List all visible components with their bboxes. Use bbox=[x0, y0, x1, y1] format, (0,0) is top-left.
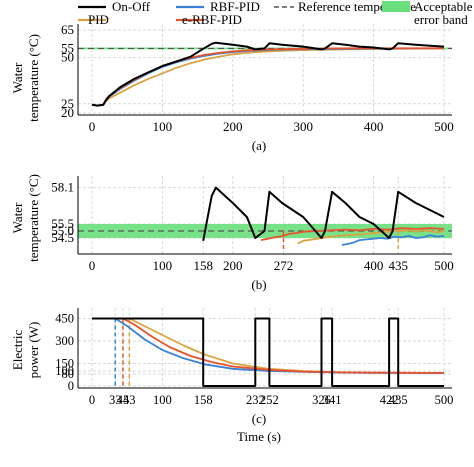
legend-label-pid: PID bbox=[88, 12, 109, 27]
x-tick-label-4: 100 bbox=[153, 393, 172, 407]
x-tick-label-1: 100 bbox=[153, 258, 173, 273]
x-tick-label-6: 435 bbox=[388, 258, 408, 273]
x-tick-label-2: 44 bbox=[117, 393, 130, 407]
panel-c-caption: (c) bbox=[252, 411, 266, 426]
x-tick-label-3: 300 bbox=[293, 119, 313, 134]
y-tick-label-4: 65 bbox=[61, 22, 74, 37]
x-tick-label-0: 0 bbox=[89, 119, 96, 134]
x-tick-label-5: 500 bbox=[434, 119, 454, 134]
panel-b-caption: (b) bbox=[251, 277, 266, 292]
x-tick-label-10: 422 bbox=[380, 393, 399, 407]
series-line-onoff bbox=[91, 41, 445, 107]
panel-b-ylabel-line1: Water bbox=[10, 202, 25, 233]
x-tick-label-3: 53 bbox=[123, 393, 136, 407]
panel-c-ylabel-line1: Electric bbox=[10, 330, 25, 371]
y-tick-label-2: 100 bbox=[55, 364, 74, 378]
panel-b-ylabel-line2: temperature (°C) bbox=[26, 174, 41, 262]
y-tick-label-2: 50 bbox=[61, 50, 74, 65]
panel-c-ylabel-line2: power (W) bbox=[26, 322, 41, 379]
legend-label-erbf: e-RBF-PID bbox=[182, 12, 242, 27]
y-tick-label-1: 80 bbox=[62, 367, 75, 381]
panel-a-caption: (a) bbox=[252, 138, 266, 153]
series-line-pid bbox=[91, 47, 445, 107]
panel-c-xlabel: Time (s) bbox=[237, 429, 281, 444]
x-tick-label-1: 100 bbox=[153, 119, 173, 134]
y-tick-label-0: 0 bbox=[68, 379, 74, 393]
x-tick-label-0: 0 bbox=[89, 258, 96, 273]
series-line-erbf bbox=[91, 47, 444, 107]
x-tick-label-3: 200 bbox=[223, 258, 243, 273]
series-line-onoff bbox=[92, 317, 444, 387]
panel-c: Electric power (W) (c) Time (s) 08010015… bbox=[10, 308, 453, 444]
x-tick-label-4: 272 bbox=[274, 258, 294, 273]
series-line-onoff bbox=[202, 186, 445, 241]
x-tick-label-1: 33 bbox=[109, 393, 122, 407]
x-tick-label-6: 232 bbox=[246, 393, 265, 407]
x-tick-label-7: 252 bbox=[260, 393, 279, 407]
x-tick-label-2: 200 bbox=[223, 119, 243, 134]
x-tick-label-7: 500 bbox=[434, 258, 454, 273]
y-tick-label-3: 58.1 bbox=[51, 180, 74, 195]
x-tick-label-5: 400 bbox=[364, 258, 384, 273]
series-line-rbf bbox=[91, 47, 444, 107]
panel-b: Water temperature (°C) (b) 54.555.055.5 5… bbox=[10, 174, 454, 292]
legend-label-rbf: RBF-PID bbox=[210, 0, 260, 14]
legend-label-band-line2: error band bbox=[414, 12, 468, 27]
y-tick-label-5: 450 bbox=[55, 312, 74, 326]
y-tick-label-0: 20 bbox=[61, 105, 74, 120]
legend-label-onoff: On-Off bbox=[112, 0, 151, 14]
x-tick-label-5: 158 bbox=[194, 393, 213, 407]
y-tick-label-1: 55.0 bbox=[51, 223, 74, 238]
y-tick-label-3: 150 bbox=[55, 357, 74, 371]
series-line-erbf bbox=[260, 227, 445, 241]
y-tick-label-2: 55.5 bbox=[51, 216, 74, 231]
panel-a-ylabel-line1: Water bbox=[10, 62, 25, 93]
x-tick-label-9: 341 bbox=[323, 393, 342, 407]
series-line-erbf bbox=[92, 317, 445, 374]
x-tick-label-12: 500 bbox=[435, 393, 454, 407]
y-tick-label-1: 25 bbox=[61, 96, 74, 111]
x-tick-label-4: 400 bbox=[364, 119, 384, 134]
y-tick-label-4: 300 bbox=[55, 334, 74, 348]
legend-label-band-line1: Acceptable bbox=[414, 0, 473, 14]
x-tick-label-11: 435 bbox=[389, 393, 408, 407]
x-tick-label-0: 0 bbox=[89, 393, 95, 407]
series-line-pid bbox=[92, 317, 445, 374]
legend-patch-band bbox=[382, 1, 410, 12]
y-tick-label-3: 55 bbox=[61, 40, 74, 55]
x-tick-label-8: 326 bbox=[312, 393, 331, 407]
x-tick-label-2: 158 bbox=[193, 258, 213, 273]
series-line-rbf bbox=[341, 234, 445, 246]
panel-a-ylabel-line2: temperature (°C) bbox=[26, 34, 41, 122]
legend: On-Off RBF-PID Reference temperature Acc… bbox=[78, 0, 473, 27]
y-tick-label-0: 54.5 bbox=[51, 230, 74, 245]
